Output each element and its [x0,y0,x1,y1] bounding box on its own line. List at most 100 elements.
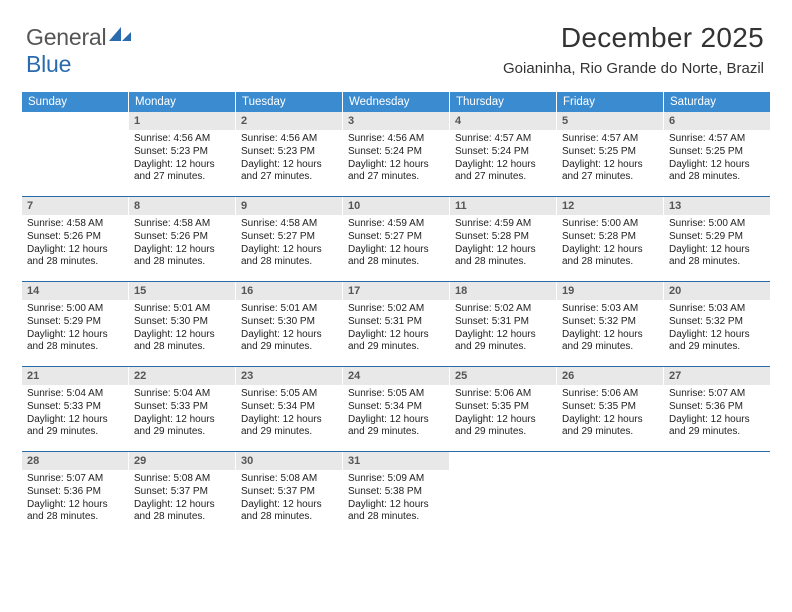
cell-line-day2: and 29 minutes. [562,341,658,354]
day-number: 28 [22,452,128,470]
calendar-cell: 12Sunrise: 5:00 AMSunset: 5:28 PMDayligh… [557,197,664,281]
day-number: 6 [664,112,770,130]
cell-line-sunset: Sunset: 5:31 PM [348,316,444,329]
cell-line-sunset: Sunset: 5:28 PM [562,231,658,244]
cell-line-day2: and 29 minutes. [27,426,123,439]
day-number [557,452,663,456]
cell-line-sunset: Sunset: 5:35 PM [562,401,658,414]
calendar-cell: 24Sunrise: 5:05 AMSunset: 5:34 PMDayligh… [343,367,450,451]
cell-text: Sunrise: 5:01 AMSunset: 5:30 PMDaylight:… [236,300,342,358]
cell-line-sunrise: Sunrise: 4:58 AM [27,218,123,231]
day-number [450,452,556,456]
cell-line-day1: Daylight: 12 hours [455,159,551,172]
cell-line-day1: Daylight: 12 hours [134,159,230,172]
cell-line-sunrise: Sunrise: 5:03 AM [562,303,658,316]
cell-line-day1: Daylight: 12 hours [27,414,123,427]
cell-line-day1: Daylight: 12 hours [27,329,123,342]
day-number [22,112,128,116]
day-number: 8 [129,197,235,215]
cell-text: Sunrise: 5:08 AMSunset: 5:37 PMDaylight:… [129,470,235,528]
cell-line-sunset: Sunset: 5:30 PM [241,316,337,329]
cell-line-sunset: Sunset: 5:31 PM [455,316,551,329]
cell-line-day2: and 28 minutes. [27,511,123,524]
cell-text: Sunrise: 5:00 AMSunset: 5:28 PMDaylight:… [557,215,663,273]
cell-line-sunrise: Sunrise: 5:08 AM [241,473,337,486]
cell-line-sunrise: Sunrise: 5:00 AM [27,303,123,316]
cell-line-day2: and 27 minutes. [562,171,658,184]
day-number: 21 [22,367,128,385]
cell-line-day1: Daylight: 12 hours [455,414,551,427]
cell-line-day2: and 28 minutes. [455,256,551,269]
cell-line-sunset: Sunset: 5:28 PM [455,231,551,244]
calendar-cell: 26Sunrise: 5:06 AMSunset: 5:35 PMDayligh… [557,367,664,451]
cell-text: Sunrise: 5:08 AMSunset: 5:37 PMDaylight:… [236,470,342,528]
cell-line-sunset: Sunset: 5:27 PM [348,231,444,244]
cell-line-day1: Daylight: 12 hours [348,329,444,342]
cell-line-day1: Daylight: 12 hours [241,499,337,512]
cell-line-day2: and 29 minutes. [241,341,337,354]
cell-text: Sunrise: 5:06 AMSunset: 5:35 PMDaylight:… [450,385,556,443]
day-number: 16 [236,282,342,300]
day-number: 3 [343,112,449,130]
cell-text: Sunrise: 4:57 AMSunset: 5:25 PMDaylight:… [664,130,770,188]
cell-line-sunrise: Sunrise: 5:03 AM [669,303,765,316]
cell-line-day1: Daylight: 12 hours [669,329,765,342]
cell-line-day2: and 27 minutes. [241,171,337,184]
cell-line-day2: and 29 minutes. [562,426,658,439]
cell-line-sunrise: Sunrise: 5:05 AM [241,388,337,401]
day-number: 19 [557,282,663,300]
cell-line-day2: and 28 minutes. [134,511,230,524]
day-number: 29 [129,452,235,470]
cell-line-sunrise: Sunrise: 5:07 AM [669,388,765,401]
calendar-cell: 16Sunrise: 5:01 AMSunset: 5:30 PMDayligh… [236,282,343,366]
cell-line-day1: Daylight: 12 hours [669,244,765,257]
cell-line-sunset: Sunset: 5:34 PM [348,401,444,414]
calendar-cell: 7Sunrise: 4:58 AMSunset: 5:26 PMDaylight… [22,197,129,281]
cell-line-day2: and 28 minutes. [134,341,230,354]
cell-line-sunrise: Sunrise: 4:56 AM [241,133,337,146]
cell-text: Sunrise: 5:09 AMSunset: 5:38 PMDaylight:… [343,470,449,528]
day-number: 1 [129,112,235,130]
cell-line-day2: and 28 minutes. [669,256,765,269]
cell-line-sunset: Sunset: 5:35 PM [455,401,551,414]
calendar-cell [664,452,770,536]
cell-line-sunrise: Sunrise: 5:09 AM [348,473,444,486]
day-number: 5 [557,112,663,130]
cell-line-day2: and 29 minutes. [669,426,765,439]
cell-line-sunrise: Sunrise: 4:59 AM [348,218,444,231]
cell-line-sunset: Sunset: 5:25 PM [562,146,658,159]
cell-line-sunset: Sunset: 5:24 PM [455,146,551,159]
calendar-cell: 17Sunrise: 5:02 AMSunset: 5:31 PMDayligh… [343,282,450,366]
calendar-cell: 22Sunrise: 5:04 AMSunset: 5:33 PMDayligh… [129,367,236,451]
day-header: Thursday [450,92,557,112]
cell-line-day2: and 28 minutes. [669,171,765,184]
cell-line-day2: and 27 minutes. [348,171,444,184]
day-number: 11 [450,197,556,215]
week-row: 7Sunrise: 4:58 AMSunset: 5:26 PMDaylight… [22,196,770,281]
cell-line-sunrise: Sunrise: 4:59 AM [455,218,551,231]
cell-line-day1: Daylight: 12 hours [455,329,551,342]
cell-text: Sunrise: 5:05 AMSunset: 5:34 PMDaylight:… [343,385,449,443]
cell-text: Sunrise: 4:56 AMSunset: 5:23 PMDaylight:… [129,130,235,188]
week-row: 1Sunrise: 4:56 AMSunset: 5:23 PMDaylight… [22,112,770,196]
cell-line-sunset: Sunset: 5:36 PM [27,486,123,499]
day-number: 27 [664,367,770,385]
cell-line-day2: and 28 minutes. [27,341,123,354]
cell-line-sunrise: Sunrise: 5:01 AM [241,303,337,316]
cell-line-day1: Daylight: 12 hours [134,244,230,257]
cell-line-day1: Daylight: 12 hours [455,244,551,257]
calendar-cell: 27Sunrise: 5:07 AMSunset: 5:36 PMDayligh… [664,367,770,451]
cell-line-day2: and 28 minutes. [348,256,444,269]
day-number: 7 [22,197,128,215]
calendar-cell: 3Sunrise: 4:56 AMSunset: 5:24 PMDaylight… [343,112,450,196]
cell-text: Sunrise: 4:56 AMSunset: 5:23 PMDaylight:… [236,130,342,188]
day-number: 24 [343,367,449,385]
cell-line-day1: Daylight: 12 hours [27,499,123,512]
cell-line-sunset: Sunset: 5:23 PM [241,146,337,159]
cell-line-sunset: Sunset: 5:29 PM [669,231,765,244]
cell-line-day1: Daylight: 12 hours [562,414,658,427]
day-header: Saturday [664,92,770,112]
cell-text: Sunrise: 5:02 AMSunset: 5:31 PMDaylight:… [450,300,556,358]
week-row: 21Sunrise: 5:04 AMSunset: 5:33 PMDayligh… [22,366,770,451]
cell-text: Sunrise: 5:05 AMSunset: 5:34 PMDaylight:… [236,385,342,443]
